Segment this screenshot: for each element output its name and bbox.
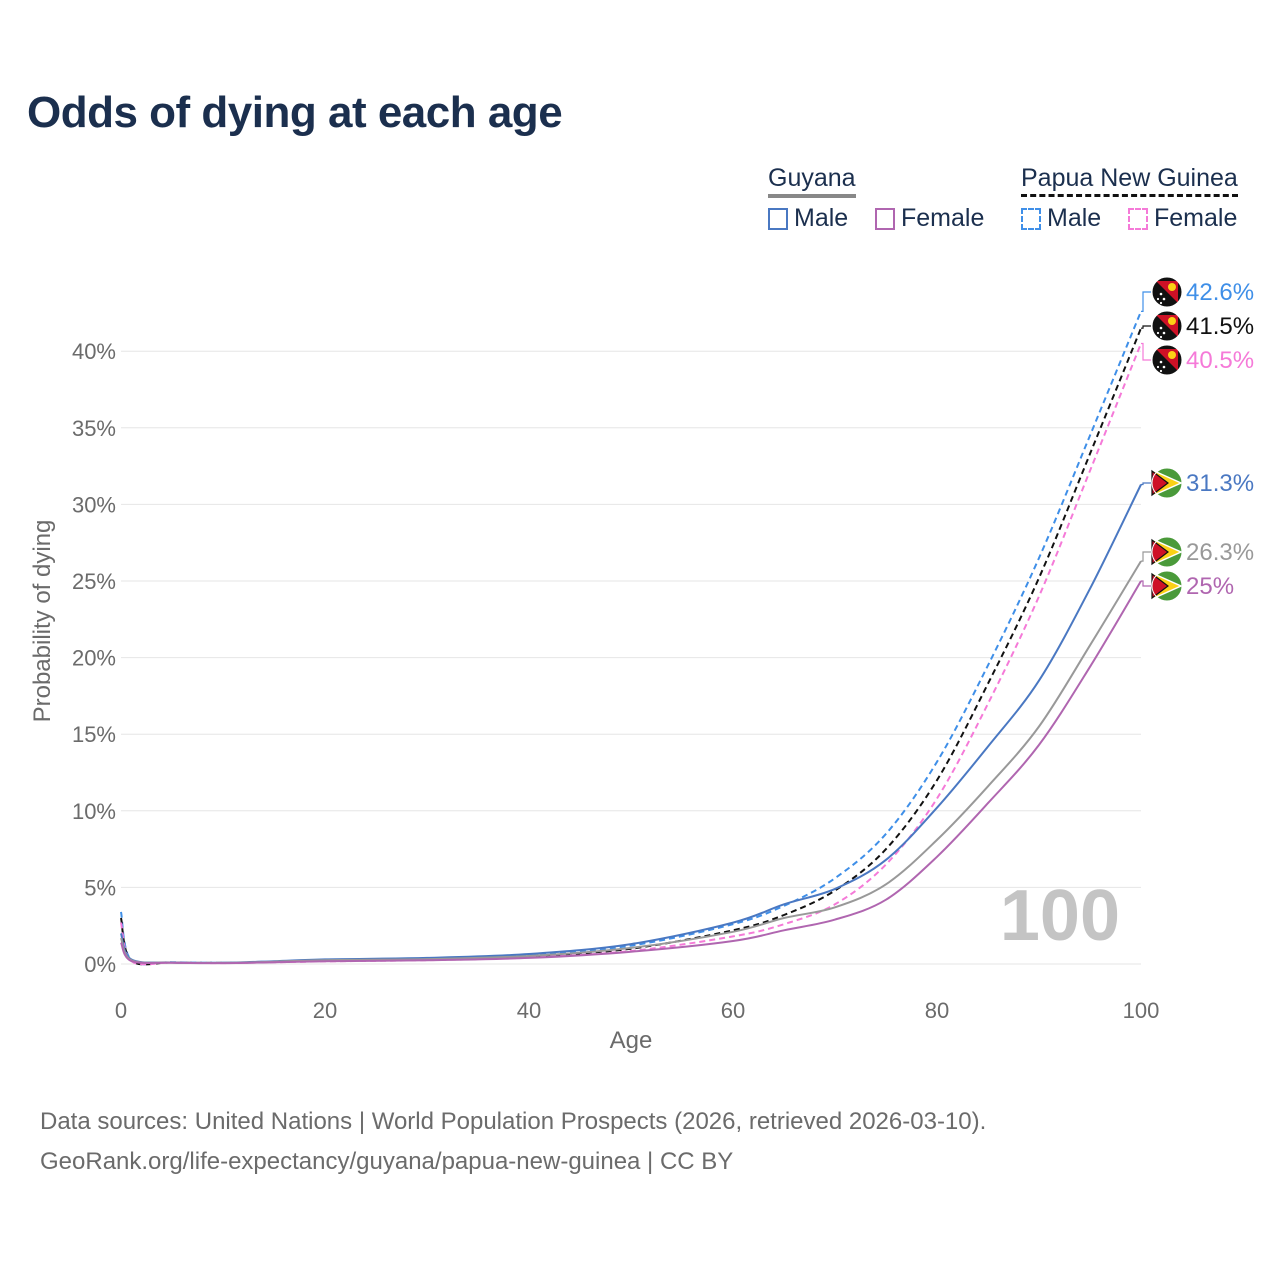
footer-url[interactable]: GeoRank.org/life-expectancy/guyana/papua… (40, 1148, 734, 1175)
end-label-leader (1141, 325, 1151, 329)
x-tick-label: 20 (313, 998, 337, 1023)
end-value-label: 42.6% (1186, 279, 1254, 306)
end-labels: 42.6% 41.5% 40.5% 31.3% 26.3% 25% (1141, 276, 1254, 602)
legend-swatch (768, 208, 788, 230)
papua-new-guinea-flag-icon (1151, 276, 1183, 308)
legend-group-guyana[interactable]: Guyana (768, 164, 856, 198)
guyana-flag-icon (1151, 536, 1183, 568)
flag-star (1159, 360, 1163, 364)
flag-star (1159, 292, 1163, 296)
end-value-label: 26.3% (1186, 539, 1254, 566)
flag-star (1156, 365, 1160, 369)
y-axis-label: Probability of dying (29, 520, 56, 723)
y-tick-label: 15% (72, 722, 116, 747)
flag-star (1159, 301, 1163, 305)
series-line-guyana-female (120, 580, 1142, 965)
y-tick-label: 35% (72, 416, 116, 441)
flag-star (1159, 369, 1163, 373)
end-label-leader (1141, 482, 1151, 486)
y-axis: 0% 5% 10% 15% 20% 25% 30% 35% 40% (72, 339, 116, 977)
legend-item-guyana-male[interactable]: Male (768, 204, 848, 233)
flag-ring (1151, 276, 1183, 308)
legend-item-guyana-female[interactable]: Female (875, 204, 984, 233)
end-label-leader (1141, 580, 1151, 587)
y-tick-label: 5% (84, 875, 116, 900)
legend-group-papua-new-guinea[interactable]: Papua New Guinea (1021, 164, 1238, 197)
legend-item-label: Female (901, 204, 985, 232)
legend-group-label: Guyana (768, 164, 856, 192)
grid-lines (121, 350, 1141, 965)
legend-swatch (1128, 208, 1148, 230)
end-label-leader (1141, 342, 1151, 361)
flag-star (1156, 297, 1160, 301)
x-axis: 0 20 40 60 80 100 (115, 998, 1159, 1023)
x-axis-label: Age (610, 1027, 653, 1054)
series-line-papua-new-guinea-male (120, 311, 1142, 966)
legend-group-rule (1021, 194, 1238, 197)
flag-star (1162, 331, 1166, 335)
flag-ring (1151, 570, 1183, 602)
page-title: Odds of dying at each age (27, 88, 563, 137)
legend-swatch (1021, 208, 1041, 230)
x-tick-label: 80 (925, 998, 949, 1023)
x-tick-label: 0 (115, 998, 127, 1023)
series-line-guyana-male (120, 484, 1142, 964)
series-line-guyana-total (120, 560, 1142, 965)
y-tick-label: 40% (72, 339, 116, 364)
flag-bird (1168, 317, 1176, 325)
footer-sources: Data sources: United Nations | World Pop… (40, 1108, 987, 1135)
y-tick-label: 30% (72, 492, 116, 517)
legend-group-label: Papua New Guinea (1021, 164, 1238, 192)
end-value-label: 40.5% (1186, 347, 1254, 374)
flag-star (1162, 297, 1166, 301)
series-line-papua-new-guinea-total (120, 327, 1142, 966)
papua-new-guinea-flag-icon (1151, 344, 1183, 376)
flag-ring (1151, 536, 1183, 568)
legend-item-png-female[interactable]: Female (1128, 204, 1237, 233)
x-tick-label: 60 (721, 998, 745, 1023)
legend-swatch (875, 208, 895, 230)
y-tick-label: 10% (72, 799, 116, 824)
watermark-year: 100 (1000, 876, 1120, 956)
x-tick-label: 40 (517, 998, 541, 1023)
y-tick-label: 25% (72, 569, 116, 594)
series-line-papua-new-guinea-female (120, 343, 1142, 966)
flag-star (1162, 365, 1166, 369)
flag-ring (1151, 310, 1183, 342)
y-tick-label: 20% (72, 646, 116, 671)
legend-group-rule (768, 194, 856, 198)
flag-ring (1151, 344, 1183, 376)
flag-star (1159, 326, 1163, 330)
end-label-leader (1141, 291, 1151, 312)
end-value-label: 41.5% (1186, 313, 1254, 340)
legend-item-png-male[interactable]: Male (1021, 204, 1101, 233)
end-value-label: 25% (1186, 573, 1234, 600)
end-value-label: 31.3% (1186, 470, 1254, 497)
flag-star (1156, 331, 1160, 335)
end-label-leader (1141, 551, 1151, 562)
x-tick-label: 100 (1123, 998, 1160, 1023)
legend-item-label: Male (794, 204, 849, 232)
papua-new-guinea-flag-icon (1151, 310, 1183, 342)
legend-item-label: Male (1047, 204, 1102, 232)
y-tick-label: 0% (84, 952, 116, 977)
flag-bird (1168, 283, 1176, 291)
flag-ring (1151, 467, 1183, 499)
flag-bird (1168, 351, 1176, 359)
legend-item-label: Female (1154, 204, 1238, 232)
series-lines (120, 311, 1142, 966)
guyana-flag-icon (1151, 467, 1183, 499)
guyana-flag-icon (1151, 570, 1183, 602)
flag-star (1159, 335, 1163, 339)
